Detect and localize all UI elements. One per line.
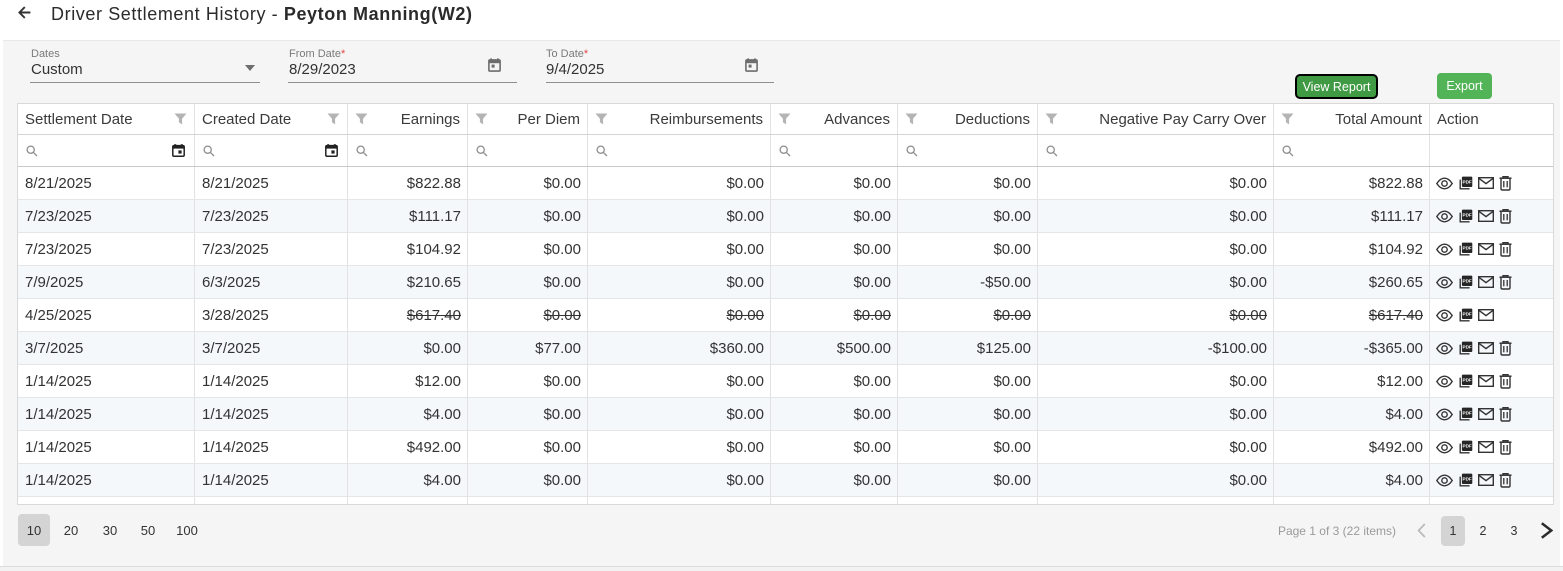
svg-text:PDF: PDF — [1463, 245, 1472, 250]
svg-text:PDF: PDF — [1463, 311, 1472, 316]
svg-text:PDF: PDF — [1463, 410, 1472, 415]
svg-text:PDF: PDF — [1463, 377, 1472, 382]
svg-text:PDF: PDF — [1463, 476, 1472, 481]
svg-text:PDF: PDF — [1463, 212, 1472, 217]
svg-text:PDF: PDF — [1463, 344, 1472, 349]
svg-text:PDF: PDF — [1463, 278, 1472, 283]
svg-text:PDF: PDF — [1463, 179, 1472, 184]
svg-text:PDF: PDF — [1463, 443, 1472, 448]
